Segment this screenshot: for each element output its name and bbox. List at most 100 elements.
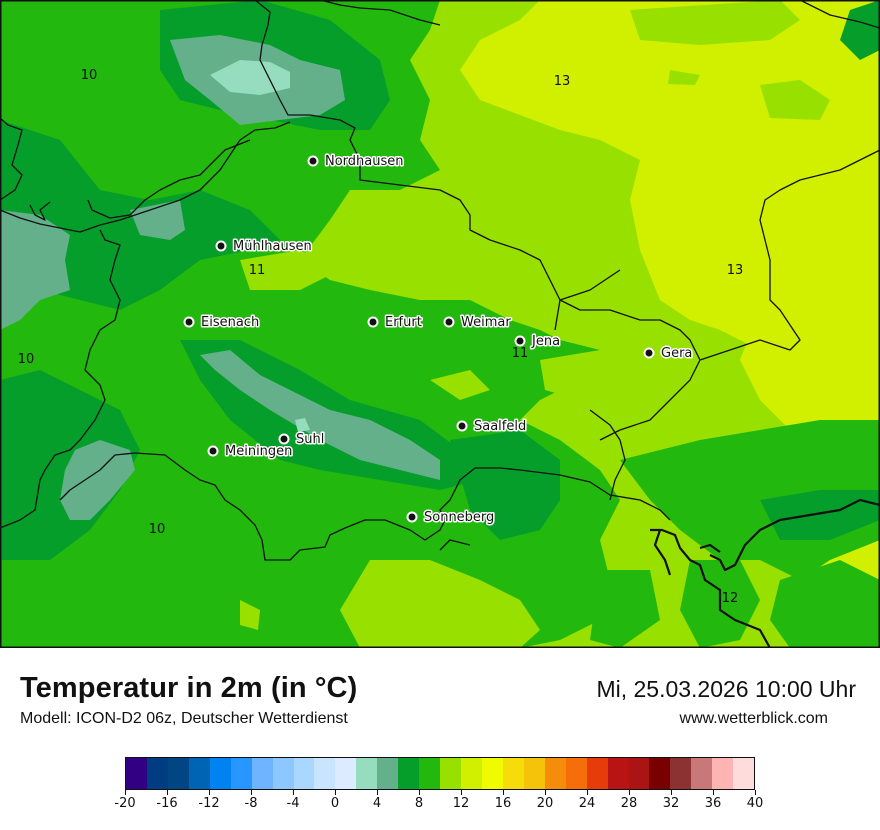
legend-tick-label: -16	[156, 796, 178, 811]
legend-tick	[419, 790, 420, 795]
legend-swatch	[440, 758, 461, 789]
legend-swatch	[335, 758, 357, 789]
legend-tick	[167, 790, 168, 795]
city-weimar[interactable]: Weimar	[443, 314, 513, 332]
legend-tick	[209, 790, 210, 795]
legend-tick-label: 36	[704, 796, 722, 811]
legend-tick-label: 4	[372, 796, 382, 811]
city-dot-icon	[207, 445, 219, 457]
region-10-12-tongues	[240, 250, 620, 648]
city-markers: Nordhausen Mühlhausen Eisenach Erfurt We…	[183, 153, 694, 527]
legend-swatch	[293, 758, 315, 789]
legend-swatch	[523, 758, 545, 789]
city-dot-icon	[406, 511, 418, 523]
legend-tick	[461, 790, 462, 795]
chart-title: Temperatur in 2m (in °C)	[20, 672, 358, 704]
legend-swatch	[586, 758, 608, 789]
forecast-datetime: Mi, 25.03.2026 10:00 Uhr	[596, 676, 856, 702]
city-label: Meiningen	[225, 444, 292, 459]
website-link[interactable]: www.wetterblick.com	[679, 710, 828, 727]
color-legend	[125, 757, 755, 790]
legend-swatch	[481, 758, 503, 789]
city-dot-icon	[456, 420, 468, 432]
legend-tick-label: 20	[536, 796, 554, 811]
legend-tick	[671, 790, 672, 795]
city-label: Weimar	[461, 315, 511, 330]
legend-swatch	[733, 758, 755, 789]
country-border	[650, 498, 880, 648]
legend-tick	[587, 790, 588, 795]
legend-swatch	[251, 758, 273, 789]
city-label: Saalfeld	[474, 419, 526, 434]
legend-tick-label: -20	[114, 796, 136, 811]
city-jena[interactable]: Jena	[514, 333, 562, 351]
city-saalfeld[interactable]: Saalfeld	[456, 418, 528, 436]
legend-swatch	[628, 758, 650, 789]
city-nordhausen[interactable]: Nordhausen	[307, 153, 405, 171]
legend-swatch	[607, 758, 629, 789]
legend-swatch	[419, 758, 441, 789]
legend-tick-label: -12	[198, 796, 220, 811]
city-erfurt[interactable]: Erfurt	[367, 314, 423, 332]
legend-swatch	[209, 758, 231, 789]
legend-swatch	[502, 758, 524, 789]
legend-swatch	[461, 758, 482, 789]
city-label: Nordhausen	[325, 154, 404, 169]
legend-tick-label: -8	[244, 796, 258, 811]
model-subtitle: Modell: ICON-D2 06z, Deutscher Wetterdie…	[20, 710, 348, 727]
city-sonneberg[interactable]: Sonneberg	[406, 509, 496, 527]
legend-swatch	[167, 758, 189, 789]
legend-tick	[251, 790, 252, 795]
iso-label: 12	[722, 591, 739, 606]
region-10-12-pockets	[630, 0, 830, 120]
legend-swatch	[356, 758, 378, 789]
legend-swatch	[126, 758, 147, 789]
legend-tick-label: 32	[662, 796, 680, 811]
legend-swatch	[649, 758, 671, 789]
city-label: Eisenach	[201, 315, 259, 330]
city-gera[interactable]: Gera	[643, 345, 694, 363]
legend-tick-label: 16	[494, 796, 512, 811]
legend-swatch	[712, 758, 734, 789]
city-label: Erfurt	[385, 315, 422, 330]
legend-swatch	[544, 758, 566, 789]
iso-label: 10	[18, 352, 35, 367]
city-label: Mühlhausen	[233, 239, 312, 254]
map-frame	[0, 0, 880, 648]
iso-label: 11	[249, 263, 266, 278]
iso-label: 13	[554, 74, 571, 89]
legend-tick	[545, 790, 546, 795]
city-dot-icon	[367, 316, 379, 328]
legend-tick	[503, 790, 504, 795]
iso-label: 13	[727, 263, 744, 278]
legend-swatch	[398, 758, 420, 789]
city-dot-icon	[514, 335, 526, 347]
legend-swatch	[230, 758, 252, 789]
legend-tick	[335, 790, 336, 795]
legend-swatch	[691, 758, 713, 789]
legend-tick-label: 24	[578, 796, 596, 811]
city-eisenach[interactable]: Eisenach	[183, 314, 261, 332]
legend-ticks: -20 -16 -12 -8 -4 0 4 8 12 16 20 24 28 32 36 40	[114, 790, 763, 820]
city-suhl[interactable]: Suhl	[278, 431, 326, 449]
legend-swatch	[565, 758, 587, 789]
legend-tick	[293, 790, 294, 795]
city-dot-icon	[307, 155, 319, 167]
legend-swatch	[314, 758, 336, 789]
city-label: Sonneberg	[424, 510, 494, 525]
city-dot-icon	[278, 433, 290, 445]
legend-tick-label: 8	[414, 796, 424, 811]
legend-tick-label: -4	[286, 796, 300, 811]
city-dot-icon	[443, 316, 455, 328]
city-label: Suhl	[296, 432, 324, 447]
borders	[0, 0, 880, 561]
city-meiningen[interactable]: Meiningen	[207, 443, 294, 461]
city-dot-icon	[643, 347, 655, 359]
legend-tick	[629, 790, 630, 795]
iso-label: 10	[149, 522, 166, 537]
city-muehlhausen[interactable]: Mühlhausen	[215, 238, 313, 256]
legend-swatch	[188, 758, 210, 789]
legend-tick	[125, 790, 126, 795]
isovalue-labels: 10 13 11 13 10 11 10 12	[18, 68, 744, 606]
legend-tick-label: 0	[330, 796, 340, 811]
